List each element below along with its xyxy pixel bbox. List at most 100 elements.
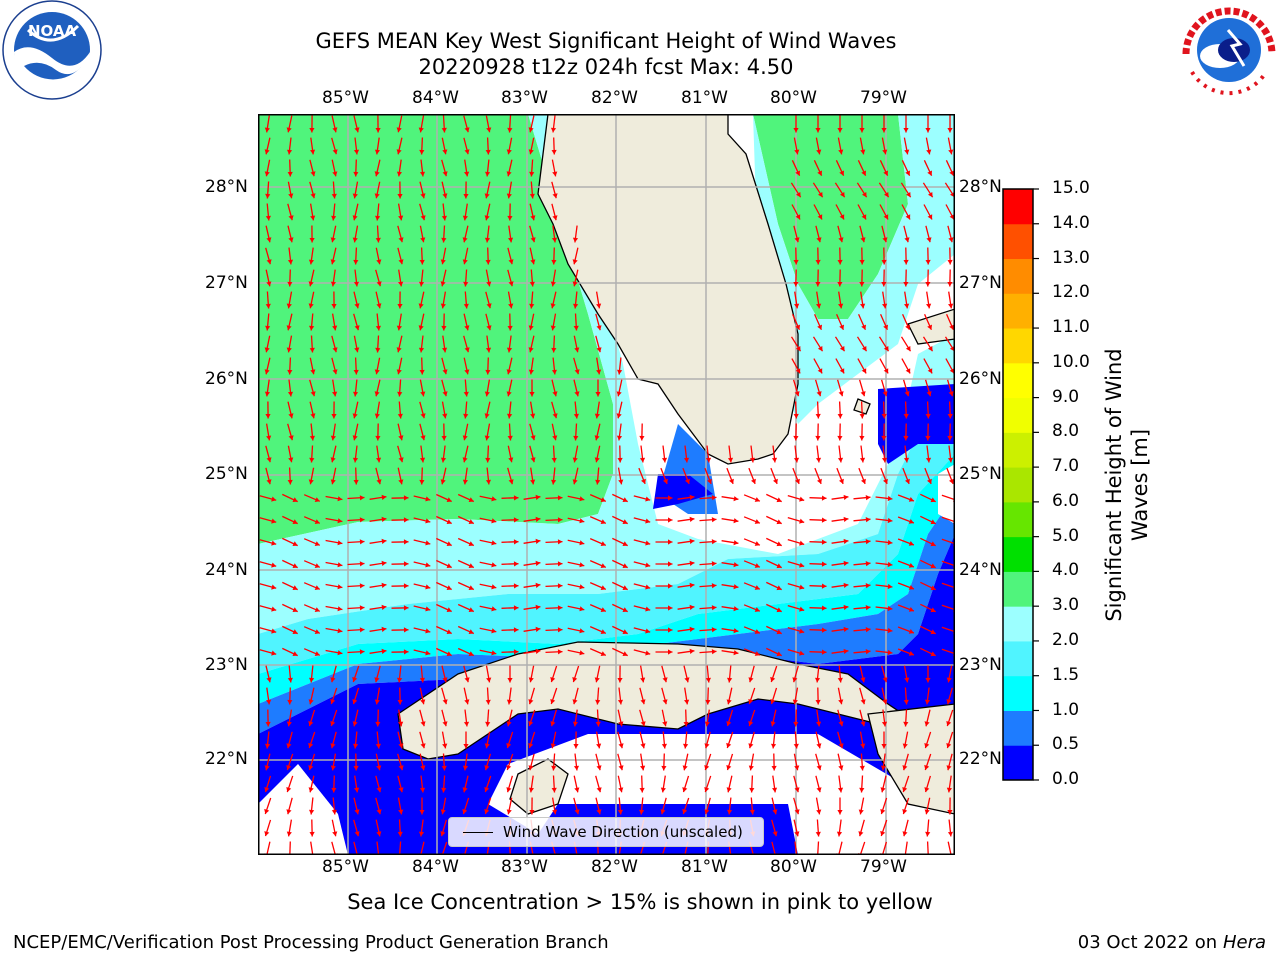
wave-direction-arrowhead — [946, 787, 952, 793]
wave-direction-arrowhead — [419, 677, 425, 683]
wave-direction-arrowhead — [286, 325, 292, 331]
wave-direction-arrowhead — [795, 478, 800, 484]
wave-direction-arrowhead — [711, 583, 717, 589]
wave-direction-arrowhead — [292, 519, 298, 524]
wave-direction-arrowhead — [310, 391, 316, 397]
wave-direction-arrowhead — [359, 517, 365, 523]
wave-direction-arrowhead — [381, 538, 387, 544]
wave-direction-arrowhead — [442, 347, 448, 353]
wave-direction-arrow — [331, 841, 337, 855]
wave-direction-arrowhead — [441, 237, 447, 243]
wave-direction-arrowhead — [464, 325, 470, 331]
wave-direction-arrowhead — [286, 809, 292, 815]
wave-direction-arrowhead — [793, 128, 799, 133]
wave-direction-arrowhead — [596, 743, 602, 749]
wave-direction-arrowhead — [485, 347, 492, 353]
wave-direction-arrowhead — [733, 584, 739, 590]
map-panel — [258, 114, 955, 855]
wave-direction-arrowhead — [815, 128, 821, 133]
wave-direction-arrowhead — [903, 721, 909, 727]
wave-direction-arrow — [420, 841, 425, 855]
wave-direction-arrowhead — [507, 413, 513, 419]
wave-direction-arrowhead — [903, 435, 909, 441]
wave-direction-arrowhead — [682, 765, 688, 771]
wave-direction-arrowhead — [930, 607, 936, 613]
wave-direction-arrowhead — [425, 562, 431, 568]
wave-direction-arrowhead — [440, 457, 447, 463]
wave-direction-arrowhead — [359, 539, 365, 545]
wave-direction-arrowhead — [403, 517, 409, 523]
wave-direction-arrowhead — [668, 495, 673, 501]
wave-direction-arrowhead — [398, 809, 404, 815]
wave-direction-arrowhead — [748, 677, 754, 683]
gridlines — [258, 114, 955, 855]
wave-direction-arrowhead — [418, 303, 424, 309]
contour-0-0.5m-bahamas — [878, 384, 955, 464]
wave-direction-arrowhead — [574, 347, 580, 353]
wave-direction-arrowhead — [843, 648, 849, 654]
wave-direction-arrowhead — [837, 677, 843, 683]
wave-direction-arrowhead — [640, 677, 646, 683]
wave-direction-arrowhead — [821, 539, 827, 545]
wave-direction-arrowhead — [446, 585, 452, 590]
wave-direction-arrowhead — [397, 194, 403, 199]
wave-direction-arrowhead — [552, 391, 558, 397]
wave-direction-arrowhead — [887, 605, 893, 612]
wave-direction-arrowhead — [286, 721, 292, 727]
wave-direction-arrowhead — [815, 259, 821, 265]
wave-direction-arrowhead — [292, 541, 298, 546]
wave-direction-arrowhead — [381, 626, 387, 632]
wave-direction-arrowhead — [821, 495, 827, 501]
wave-direction-arrowhead — [551, 479, 557, 485]
wave-direction-arrowhead — [903, 699, 909, 705]
wave-direction-arrowhead — [530, 237, 536, 243]
wave-direction-arrowhead — [622, 563, 628, 568]
wave-direction-arrowhead — [396, 369, 402, 375]
wave-direction-arrowhead — [530, 215, 536, 221]
wave-direction-arrowhead — [491, 606, 497, 612]
wave-direction-arrowhead — [513, 539, 519, 545]
wave-direction-arrowhead — [902, 831, 908, 837]
wave-direction-arrowhead — [468, 585, 474, 590]
wave-direction-arrowhead — [904, 237, 910, 243]
wave-direction-arrowhead — [331, 193, 337, 199]
wave-direction-arrowhead — [903, 282, 909, 287]
wave-direction-arrowhead — [837, 282, 843, 287]
wave-direction-arrowhead — [528, 127, 534, 133]
wave-direction-arrowhead — [419, 479, 425, 485]
wave-direction-arrowhead — [271, 562, 277, 568]
wave-direction-arrow — [941, 494, 955, 501]
wave-direction-arrowhead — [838, 303, 844, 309]
wave-direction-arrowhead — [859, 282, 865, 287]
wave-direction-arrowhead — [904, 149, 910, 155]
lat-tick: 28°N — [959, 177, 1002, 197]
wave-direction-arrowhead — [271, 628, 277, 634]
wave-direction-arrowhead — [572, 237, 579, 243]
wave-direction-arrowhead — [557, 517, 563, 523]
wave-direction-arrowhead — [419, 259, 425, 265]
wave-direction-arrowhead — [491, 540, 497, 546]
wave-direction-arrowhead — [905, 346, 911, 352]
wave-direction-arrowhead — [883, 324, 888, 330]
wave-direction-arrowhead — [419, 810, 425, 815]
wave-direction-arrowhead — [925, 435, 931, 441]
wave-direction-arrowhead — [485, 699, 491, 705]
wave-direction-arrowhead — [596, 303, 602, 309]
wave-direction-arrowhead — [375, 721, 381, 727]
wave-direction-arrowhead — [726, 765, 732, 771]
wave-direction-arrowhead — [420, 699, 426, 705]
wave-direction-arrowhead — [397, 677, 403, 683]
wave-direction-arrowhead — [882, 699, 888, 705]
wave-direction-arrowhead — [600, 519, 606, 524]
wave-direction-arrowhead — [418, 127, 424, 133]
wave-direction-arrowhead — [330, 479, 336, 485]
wave-direction-arrowhead — [748, 743, 754, 749]
wave-direction-arrowhead — [507, 215, 513, 221]
wave-direction-arrowhead — [600, 651, 606, 656]
wave-direction-arrowhead — [398, 721, 404, 727]
lon-tick: 79°W — [860, 857, 907, 877]
wave-direction-arrowhead — [446, 563, 452, 568]
wave-direction-arrowhead — [425, 518, 431, 524]
wave-direction-arrowhead — [403, 561, 409, 567]
wave-direction-arrowhead — [442, 677, 448, 683]
